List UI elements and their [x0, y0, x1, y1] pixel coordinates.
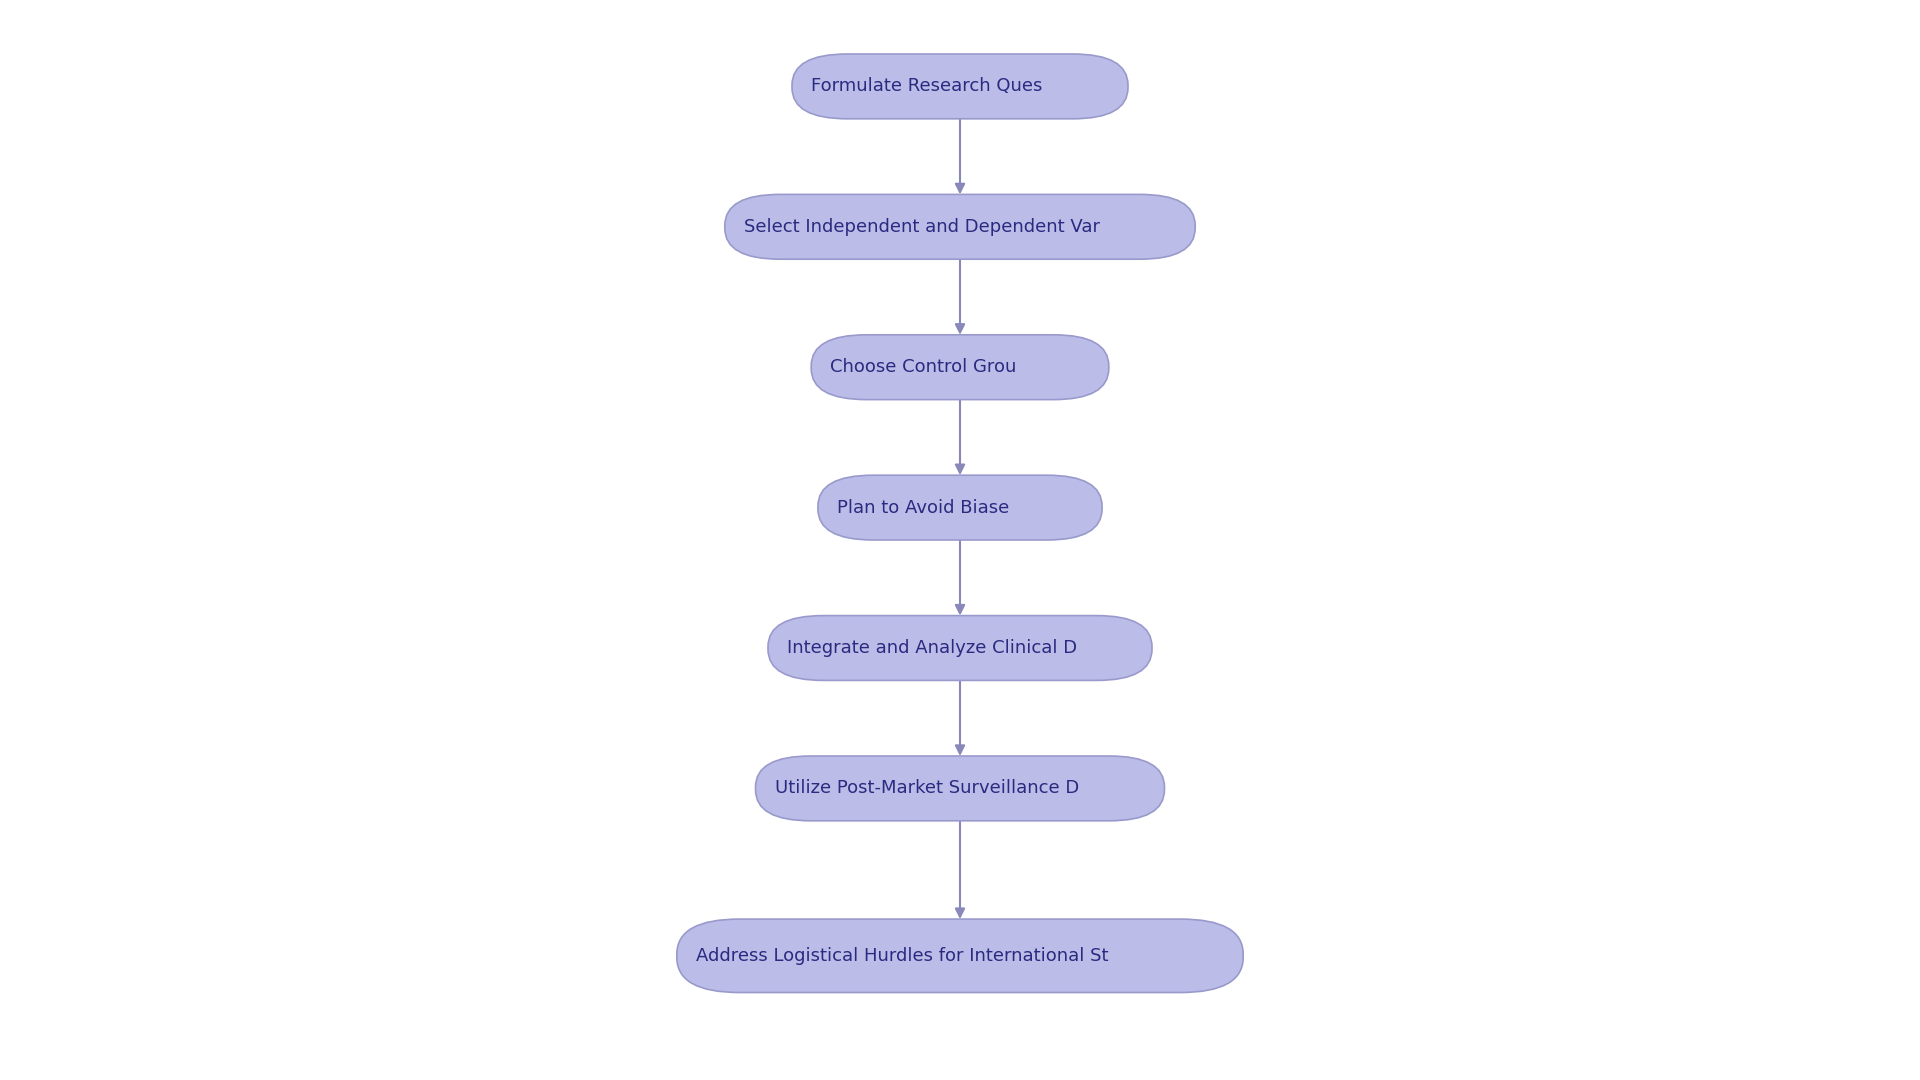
FancyBboxPatch shape — [791, 54, 1127, 119]
FancyBboxPatch shape — [768, 616, 1152, 680]
Text: Choose Control Grou: Choose Control Grou — [829, 359, 1018, 376]
FancyBboxPatch shape — [678, 919, 1242, 993]
Text: Formulate Research Ques: Formulate Research Ques — [810, 78, 1043, 95]
Text: Integrate and Analyze Clinical D: Integrate and Analyze Clinical D — [787, 639, 1077, 657]
FancyBboxPatch shape — [724, 194, 1194, 259]
FancyBboxPatch shape — [810, 335, 1110, 400]
Text: Select Independent and Dependent Var: Select Independent and Dependent Var — [745, 218, 1100, 235]
Text: Address Logistical Hurdles for International St: Address Logistical Hurdles for Internati… — [697, 947, 1108, 964]
Text: Utilize Post-Market Surveillance D: Utilize Post-Market Surveillance D — [776, 780, 1079, 797]
Text: Plan to Avoid Biase: Plan to Avoid Biase — [837, 499, 1010, 516]
FancyBboxPatch shape — [755, 756, 1164, 821]
FancyBboxPatch shape — [818, 475, 1102, 540]
